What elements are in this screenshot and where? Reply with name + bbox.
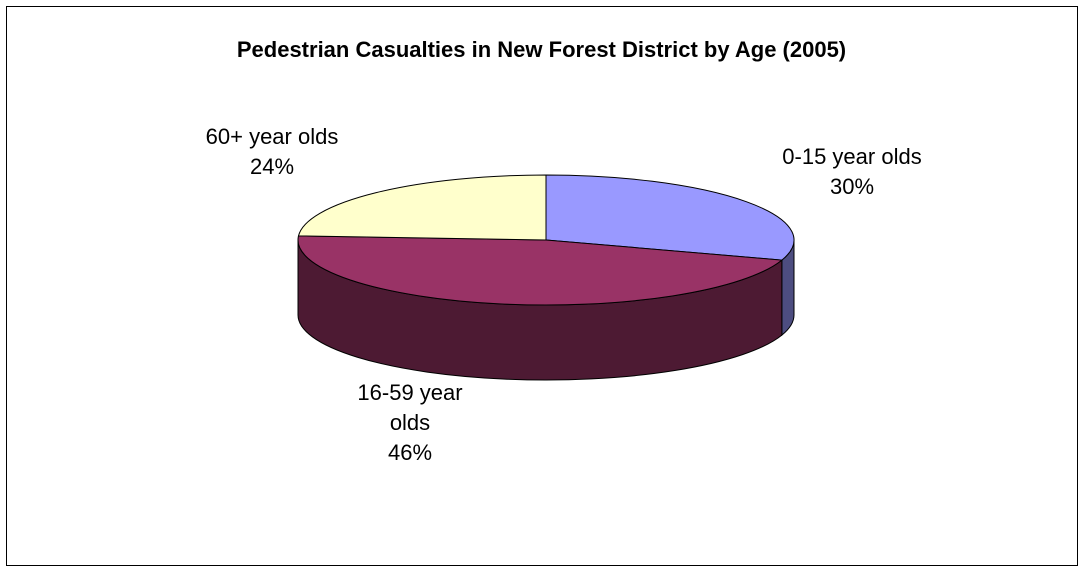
pie-slice-60plus [297, 174, 547, 241]
pie-slice-16-59 [297, 235, 784, 306]
slice-name-60plus: 60+ year olds [205, 124, 339, 149]
slice-name-0-15: 0-15 year olds [782, 144, 922, 169]
pie-slice-0-15 [545, 174, 795, 261]
slice-name-16-59-line2: olds [389, 410, 431, 435]
slice-percent-16-59: 46% [387, 440, 433, 465]
slice-label-60plus: 60+ year olds 24% [172, 122, 372, 182]
slice-percent-0-15: 30% [829, 174, 875, 199]
slice-name-16-59-line1: 16-59 year [357, 380, 463, 405]
slice-label-16-59: 16-59 year olds 46% [335, 378, 485, 468]
slice-percent-60plus: 24% [249, 154, 295, 179]
slice-label-0-15: 0-15 year olds 30% [752, 142, 952, 202]
chart-title: Pedestrian Casualties in New Forest Dist… [236, 37, 847, 62]
